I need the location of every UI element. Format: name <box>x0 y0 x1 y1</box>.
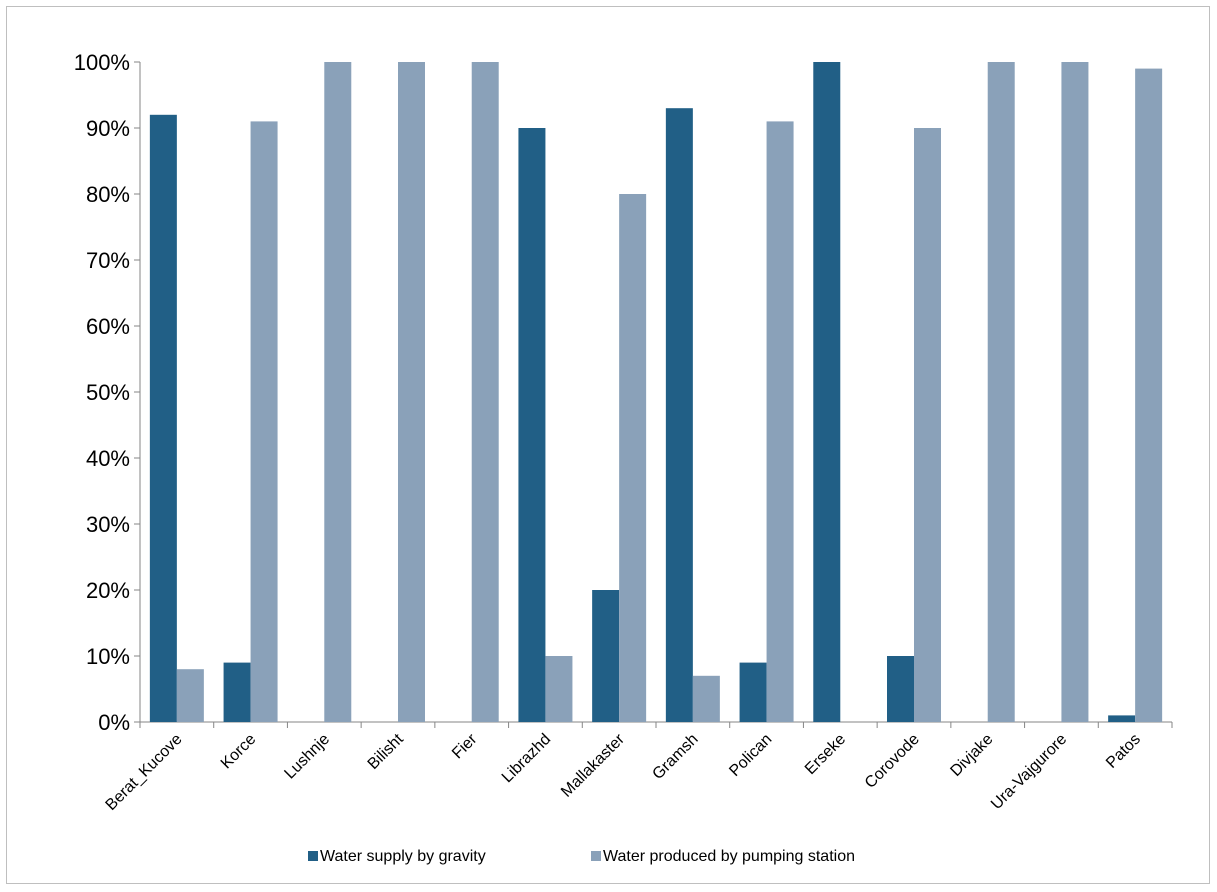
y-tick-label: 30% <box>86 512 130 537</box>
bar-gravity <box>149 114 177 723</box>
x-axis-labels: Berat_Kucove Korce Lushnje Bilisht Fier Libra… <box>103 730 1144 814</box>
y-tick-label: 60% <box>86 314 130 339</box>
x-tick-label: Mallakaster <box>558 730 628 800</box>
axes <box>134 61 1173 728</box>
x-tick-label: Gramsh <box>649 731 701 783</box>
x-tick-label: Korce <box>218 731 260 773</box>
bar-pumping <box>398 62 425 722</box>
y-tick-label: 70% <box>86 248 130 273</box>
x-tick-label: Erseke <box>802 731 849 778</box>
bar-gravity <box>518 128 546 722</box>
x-tick-label: Fier <box>449 730 481 762</box>
bar-pumping <box>914 128 941 722</box>
legend: Water supply by gravity Water produced by… <box>308 848 855 865</box>
x-tick-label: Ura-Vajgurore <box>988 731 1070 813</box>
x-tick-label: Berat_Kucove <box>103 731 186 814</box>
y-axis-labels: 0% 10% 20% 30% 40% 50% 60% 70% 80% 90% 100% <box>74 50 130 735</box>
bar-gravity <box>665 108 693 722</box>
y-tick-label: 90% <box>86 116 130 141</box>
y-tick-label: 20% <box>86 578 130 603</box>
y-tick-label: 10% <box>86 644 130 669</box>
x-tick-label: Patos <box>1103 731 1144 772</box>
legend-swatch <box>308 851 318 861</box>
legend-swatch <box>591 851 601 861</box>
bars <box>149 62 1163 723</box>
x-tick-label: Bilisht <box>365 730 408 773</box>
x-tick-label: Lushnje <box>281 731 333 783</box>
x-tick-label: Divjake <box>947 731 996 780</box>
bar-gravity <box>592 590 620 722</box>
bar-pumping <box>619 194 647 722</box>
legend-label: Water supply by gravity <box>320 848 486 865</box>
bar-pumping <box>250 121 278 722</box>
legend-label: Water produced by pumping station <box>603 848 855 865</box>
y-tick-label: 40% <box>86 446 130 471</box>
bar-pumping <box>324 62 352 722</box>
bar-pumping <box>1061 62 1089 722</box>
y-tick-label: 80% <box>86 182 130 207</box>
bar-gravity <box>813 62 841 722</box>
bar-gravity <box>223 662 251 722</box>
y-tick-label: 100% <box>74 50 130 75</box>
bar-pumping <box>545 656 573 722</box>
y-tick-label: 50% <box>86 380 130 405</box>
bar-gravity <box>1108 715 1136 722</box>
bar-pumping <box>766 121 794 722</box>
bar-pumping <box>471 62 499 722</box>
bar-gravity <box>739 662 767 722</box>
x-tick-label: Librazhd <box>499 731 554 786</box>
y-tick-label: 0% <box>98 710 130 735</box>
bar-pumping <box>1135 68 1163 723</box>
bar-pumping <box>987 62 1015 722</box>
x-tick-label: Polican <box>726 731 775 780</box>
bar-pumping <box>176 669 204 722</box>
bar-pumping <box>692 675 720 722</box>
x-tick-label: Corovode <box>862 731 923 792</box>
bar-gravity <box>887 656 914 722</box>
